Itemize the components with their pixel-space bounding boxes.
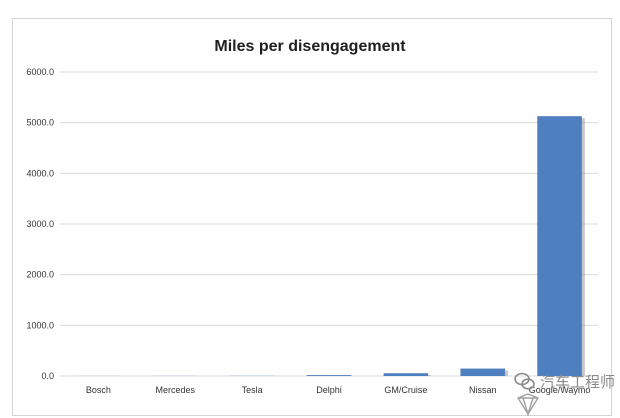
watermark-text: 汽车工程师 — [540, 373, 615, 391]
bar-delphi — [306, 375, 352, 376]
x-tick-label: Tesla — [242, 385, 263, 395]
x-tick-label: Delphi — [316, 385, 342, 395]
diamond-logo-icon — [516, 393, 540, 417]
x-tick-label: GM/Cruise — [384, 385, 427, 395]
y-tick-label: 6000.0 — [26, 67, 54, 77]
bar-google-waymo — [537, 116, 582, 376]
bar-gm-cruise — [383, 373, 429, 376]
y-tick-label: 0.0 — [41, 371, 54, 381]
y-tick-label: 5000.0 — [26, 118, 54, 128]
bar-nissan — [460, 368, 506, 376]
chart-title: Miles per disengagement — [214, 38, 406, 55]
x-tick-label: Google/Waymo — [529, 385, 591, 395]
x-axis-ticks: Bosch Mercedes Tesla Delphi GM/Cruise Nissan G… — [86, 385, 591, 395]
y-tick-label: 3000.0 — [26, 219, 54, 229]
y-tick-label: 1000.0 — [26, 320, 54, 330]
gridlines — [60, 71, 598, 377]
y-axis-ticks: 0.0 1000.0 2000.0 3000.0 4000.0 5000.0 6000.0 — [26, 67, 54, 381]
y-tick-label: 4000.0 — [26, 168, 54, 178]
x-tick-label: Mercedes — [156, 385, 196, 395]
wechat-logo-icon — [514, 372, 535, 390]
chart-frame — [12, 18, 612, 416]
y-tick-label: 2000.0 — [26, 270, 54, 280]
x-tick-label: Bosch — [86, 385, 111, 395]
bars — [76, 116, 585, 376]
x-tick-label: Nissan — [469, 385, 497, 395]
watermark: 汽车工程师 — [514, 372, 615, 417]
